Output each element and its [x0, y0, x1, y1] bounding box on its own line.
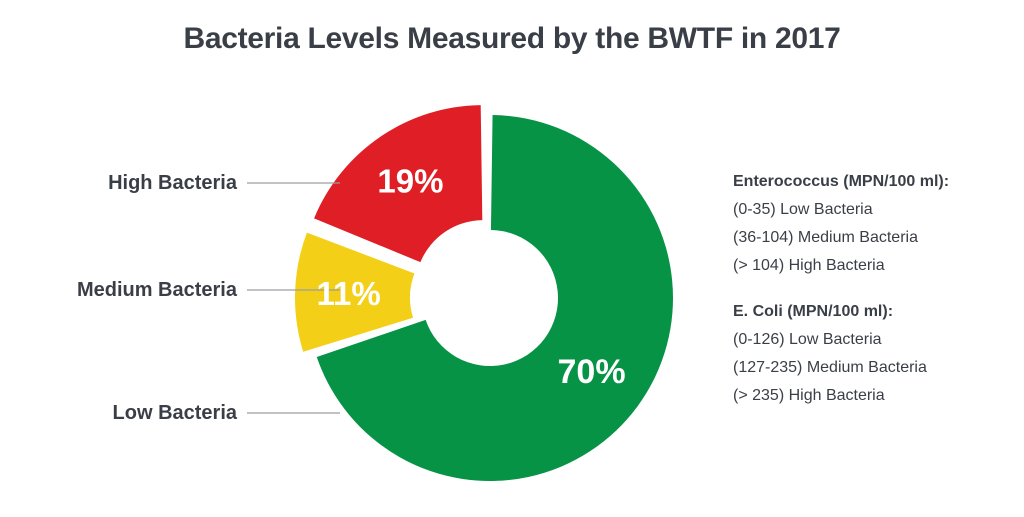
legend-panel: Enterococcus (MPN/100 ml): (0-35) Low Ba… [733, 168, 1013, 428]
legend-line: (127-235) Medium Bacteria [733, 359, 927, 376]
slice-value-label: 11% [316, 275, 380, 312]
legend-heading: Enterococcus (MPN/100 ml): [733, 173, 950, 190]
legend-group-enterococcus: Enterococcus (MPN/100 ml): (0-35) Low Ba… [733, 168, 1013, 280]
labels-layer: 19% High Bacteria 11% Medium Bacteria 70% Low… [77, 162, 626, 424]
slice-value-label: 19% [377, 162, 443, 199]
slice-low-bacteria [316, 115, 673, 482]
legend-line: (0-35) Low Bacteria [733, 201, 873, 218]
slice-medium-bacteria [295, 232, 415, 352]
legend-line: (> 235) High Bacteria [733, 387, 885, 404]
slice-high-bacteria [314, 105, 483, 263]
chart-title: Bacteria Levels Measured by the BWTF in … [183, 22, 841, 55]
category-label: High Bacteria [108, 172, 238, 194]
legend-line: (36-104) Medium Bacteria [733, 229, 918, 246]
slice-value-label: 70% [558, 353, 626, 391]
slices-layer [295, 105, 673, 482]
legend-heading: E. Coli (MPN/100 ml): [733, 303, 894, 320]
legend-group-ecoli: E. Coli (MPN/100 ml): (0-126) Low Bacter… [733, 298, 1013, 410]
category-label: Medium Bacteria [77, 279, 238, 301]
legend-line: (> 104) High Bacteria [733, 257, 885, 274]
category-label: Low Bacteria [113, 402, 238, 424]
legend-line: (0-126) Low Bacteria [733, 331, 882, 348]
